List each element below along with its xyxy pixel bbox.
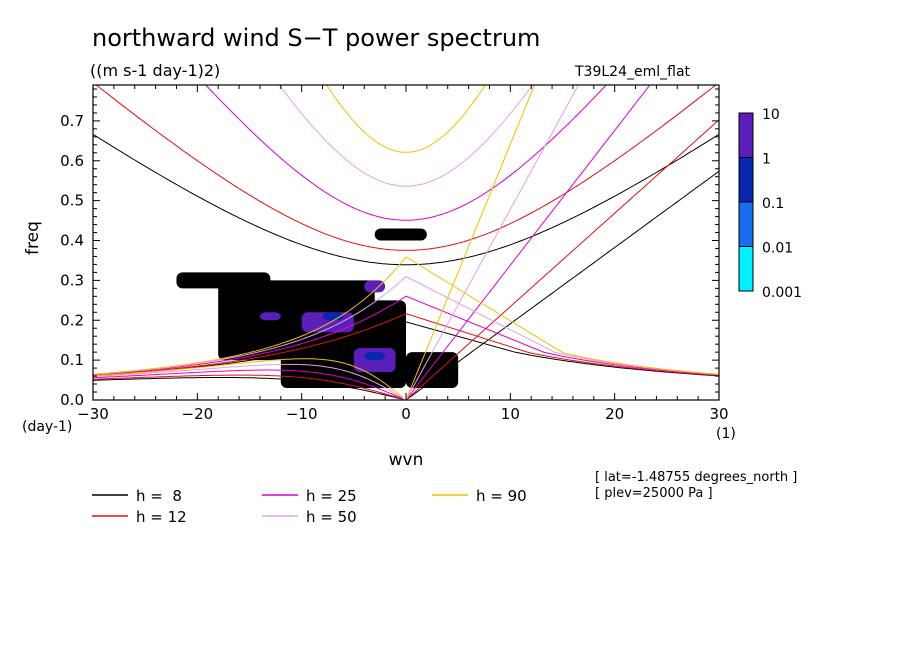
experiment-label: T39L24_eml_flat bbox=[574, 64, 691, 80]
colorbar: 10 1 0.1 0.01 0.001 bbox=[738, 107, 802, 301]
dispersion-curve bbox=[93, 295, 719, 376]
y-tick-label: 0.3 bbox=[60, 271, 84, 289]
dispersion-curve bbox=[405, 170, 719, 400]
chart-units: ((m s-1 day-1)2) bbox=[90, 61, 220, 80]
legend: h = 8 h = 12 h = 25 h = 50 h = 90 bbox=[92, 487, 527, 526]
y-tick-label: 0.1 bbox=[60, 351, 84, 369]
dispersion-curve bbox=[405, 85, 580, 400]
dispersion-curve bbox=[93, 256, 719, 375]
colorbar-label: 1 bbox=[762, 152, 771, 168]
dispersion-curve bbox=[405, 85, 536, 400]
dispersion-curve bbox=[93, 363, 404, 399]
dispersion-curve bbox=[405, 85, 651, 400]
dispersion-curve bbox=[326, 85, 487, 153]
y-tick-label: 0.0 bbox=[60, 391, 84, 409]
y-tick-label: 0.5 bbox=[60, 192, 84, 210]
legend-label: h = 12 bbox=[136, 508, 187, 526]
x-tick-label: −10 bbox=[286, 405, 318, 423]
power-blob bbox=[406, 352, 459, 389]
colorbar-label: 0.1 bbox=[762, 196, 784, 212]
dispersion-curve bbox=[93, 377, 404, 400]
power-blob bbox=[353, 348, 396, 373]
colorbar-segment bbox=[738, 112, 754, 158]
x-tick-label: −30 bbox=[77, 405, 109, 423]
x-tick-label: 10 bbox=[501, 405, 520, 423]
power-shading bbox=[176, 228, 459, 389]
colorbar-label: 0.01 bbox=[762, 241, 793, 257]
power-blob bbox=[374, 228, 427, 241]
y-tick-label: 0.6 bbox=[60, 152, 84, 170]
latitude-annotation: [ lat=-1.48755 degrees_north ] bbox=[595, 470, 797, 485]
x-tick-label: 30 bbox=[709, 405, 728, 423]
pressure-annotation: [ plev=25000 Pa ] bbox=[595, 486, 713, 501]
x-tick-label: 0 bbox=[401, 405, 411, 423]
x-axis-units: (1) bbox=[716, 426, 736, 442]
dispersion-curve bbox=[93, 374, 404, 400]
legend-label: h = 50 bbox=[306, 508, 357, 526]
dispersion-curve bbox=[205, 85, 607, 221]
colorbar-label: 0.001 bbox=[762, 285, 802, 301]
chart-title: northward wind S−T power spectrum bbox=[92, 24, 540, 52]
legend-label: h = 25 bbox=[306, 487, 357, 505]
dispersion-curve bbox=[93, 133, 719, 266]
legend-label: h = 8 bbox=[136, 487, 182, 505]
dispersion-curve bbox=[95, 85, 717, 251]
power-blob bbox=[259, 312, 281, 321]
colorbar-segment bbox=[738, 157, 754, 203]
dispersion-curve bbox=[405, 119, 719, 400]
legend-label: h = 90 bbox=[476, 487, 527, 505]
y-axis-units: (day-1) bbox=[22, 419, 72, 435]
dispersion-curve bbox=[93, 369, 404, 400]
axis-ticks: −30 −20 −10 0 10 20 30 0.0 0.1 0.2 0.3 0.4 0.5 0.6 0.7 bbox=[60, 85, 729, 423]
x-axis-label: wvn bbox=[389, 450, 424, 470]
colorbar-segment bbox=[738, 201, 754, 247]
y-tick-label: 0.4 bbox=[60, 232, 84, 250]
dispersion-curves bbox=[93, 85, 719, 400]
power-blob bbox=[364, 352, 386, 361]
y-tick-label: 0.2 bbox=[60, 311, 84, 329]
colorbar-label: 10 bbox=[762, 107, 780, 123]
x-tick-label: 20 bbox=[605, 405, 624, 423]
x-tick-label: −20 bbox=[182, 405, 214, 423]
dispersion-curve bbox=[93, 358, 404, 399]
y-tick-label: 0.7 bbox=[60, 112, 84, 130]
y-axis-label: freq bbox=[23, 221, 43, 255]
colorbar-segment bbox=[738, 246, 754, 292]
dispersion-curve bbox=[278, 85, 534, 187]
power-blob bbox=[364, 280, 386, 293]
dispersion-curve bbox=[93, 313, 719, 377]
